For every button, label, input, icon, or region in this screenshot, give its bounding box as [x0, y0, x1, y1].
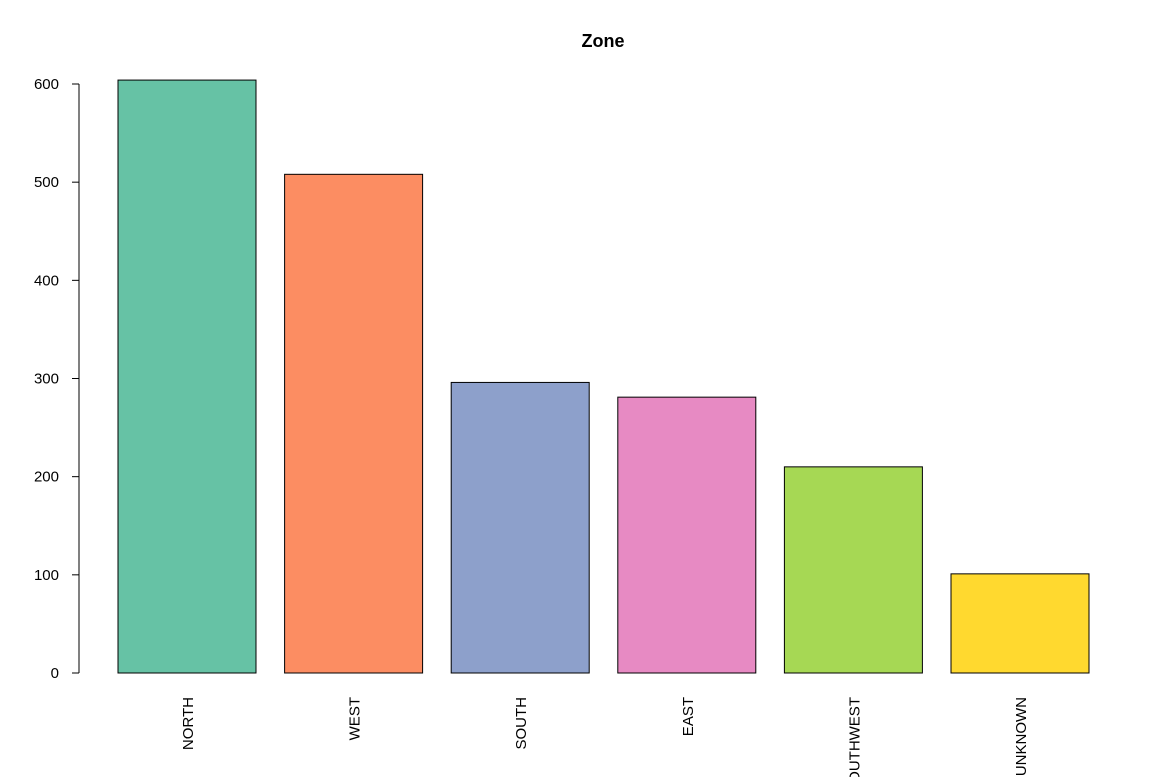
x-tick-label: NORTH — [180, 697, 197, 750]
x-tick-label: UNKNOWN — [1013, 697, 1030, 776]
y-tick-label: 100 — [34, 567, 59, 584]
y-tick-label: 200 — [34, 469, 59, 486]
y-tick-label: 500 — [34, 174, 59, 191]
y-tick-label: 0 — [51, 665, 59, 682]
x-tick-label: SOUTHWEST — [846, 697, 863, 777]
y-tick-label: 300 — [34, 371, 59, 388]
bar-south — [450, 381, 590, 674]
bar-unknown — [950, 573, 1090, 674]
y-tick-label: 600 — [34, 76, 59, 93]
bar-north — [117, 79, 257, 674]
bar-east — [617, 396, 757, 674]
x-tick-label: EAST — [680, 697, 697, 736]
chart-title: Zone — [582, 31, 625, 51]
y-tick-label: 400 — [34, 272, 59, 289]
bar-southwest — [783, 466, 923, 674]
x-axis-labels: NORTH WEST SOUTH EAST SOUTHWEST UNKNOWN — [180, 697, 1030, 777]
x-tick-label: WEST — [347, 697, 364, 740]
x-tick-label: SOUTH — [513, 697, 530, 750]
y-axis: 0 100 200 300 400 500 600 — [34, 76, 80, 682]
bars — [117, 79, 1090, 674]
bar-west — [284, 173, 424, 674]
